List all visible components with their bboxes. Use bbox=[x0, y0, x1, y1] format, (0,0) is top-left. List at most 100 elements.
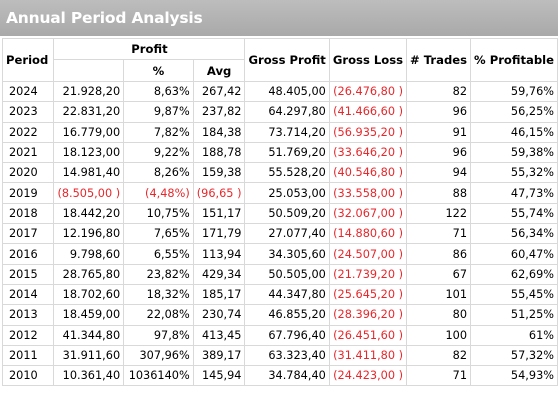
cell-pct-profitable: 61% bbox=[470, 324, 558, 346]
cell-pct: 307,96% bbox=[123, 344, 194, 367]
cell-pct-profitable: 46,15% bbox=[470, 121, 558, 143]
cell-trades: 67 bbox=[406, 263, 472, 285]
cell-gross-loss: (56.935,20 ) bbox=[328, 121, 408, 143]
cell-avg: (96,65 ) bbox=[192, 182, 246, 204]
cell-profit: 12.196,80 bbox=[53, 223, 125, 245]
cell-gross-profit: 27.077,40 bbox=[244, 223, 330, 245]
cell-gross-profit: 34.784,40 bbox=[244, 365, 330, 387]
cell-profit: 28.765,80 bbox=[53, 263, 125, 285]
cell-pct: 23,82% bbox=[123, 263, 194, 285]
annual-period-table: Period Profit Gross Profit Gross Loss # … bbox=[1, 38, 558, 387]
cell-profit: 18.459,00 bbox=[53, 304, 125, 326]
cell-trades: 122 bbox=[406, 202, 472, 225]
cell-pct: 97,8% bbox=[123, 324, 194, 346]
table-row[interactable]: 2011 31.911,60 307,96% 389,17 63.323,40 (31.4… bbox=[1, 344, 558, 367]
cell-pct: 22,08% bbox=[123, 304, 194, 326]
cell-gross-profit: 25.053,00 bbox=[244, 182, 330, 204]
table-row[interactable]: 2023 22.831,20 9,87% 237,82 64.297,80 (41.466… bbox=[1, 101, 558, 123]
table-row[interactable]: 2021 18.123,00 9,22% 188,78 51.769,20 (33.646… bbox=[1, 141, 558, 164]
cell-pct: (4,48%) bbox=[123, 182, 194, 204]
table-row[interactable]: 2014 18.702,60 18,32% 185,17 44.347,80 (25.64… bbox=[1, 283, 558, 306]
cell-pct: 9,22% bbox=[123, 141, 194, 164]
header-profit[interactable] bbox=[53, 59, 125, 82]
cell-gross-loss: (32.067,00 ) bbox=[328, 202, 408, 225]
header-row-bottom: % Avg bbox=[3, 59, 558, 82]
cell-pct: 7,65% bbox=[123, 223, 194, 245]
table-row[interactable]: 2015 28.765,80 23,82% 429,34 50.505,00 (21.73… bbox=[1, 263, 558, 285]
cell-profit: 18.123,00 bbox=[53, 141, 125, 164]
cell-profit: 21.928,20 bbox=[53, 80, 125, 103]
header-profit-group: Profit bbox=[53, 38, 246, 60]
cell-gross-loss: (21.739,20 ) bbox=[328, 263, 408, 285]
cell-pct: 8,63% bbox=[123, 80, 194, 103]
cell-avg: 185,17 bbox=[192, 283, 246, 306]
cell-profit: 9.798,60 bbox=[53, 243, 125, 265]
table-row[interactable]: 2016 9.798,60 6,55% 113,94 34.305,60 (24.507,… bbox=[1, 243, 558, 265]
cell-gross-loss: (33.646,20 ) bbox=[328, 141, 408, 164]
header-trades[interactable]: # Trades bbox=[406, 38, 472, 82]
header-pct-profitable[interactable]: % Profitable bbox=[470, 38, 558, 82]
cell-period: 2011 bbox=[1, 344, 55, 367]
cell-period: 2022 bbox=[1, 121, 55, 143]
cell-period: 2021 bbox=[1, 141, 55, 164]
cell-trades: 80 bbox=[406, 304, 472, 326]
table-row[interactable]: 2017 12.196,80 7,65% 171,79 27.077,40 (14.880… bbox=[1, 223, 558, 245]
table-row[interactable]: 2010 10.361,40 1036140% 145,94 34.784,40 (24.… bbox=[1, 365, 558, 387]
table-row[interactable]: 2013 18.459,00 22,08% 230,74 46.855,20 (28.39… bbox=[1, 304, 558, 326]
table-row[interactable]: 2012 41.344,80 97,8% 413,45 67.796,40 (26.451… bbox=[1, 324, 558, 346]
cell-trades: 88 bbox=[406, 182, 472, 204]
cell-gross-profit: 51.769,20 bbox=[244, 141, 330, 164]
cell-profit: 41.344,80 bbox=[53, 324, 125, 346]
cell-trades: 82 bbox=[406, 80, 472, 103]
cell-trades: 91 bbox=[406, 121, 472, 143]
cell-period: 2019 bbox=[1, 182, 55, 204]
cell-pct: 8,26% bbox=[123, 162, 194, 184]
cell-pct: 7,82% bbox=[123, 121, 194, 143]
cell-pct-profitable: 54,93% bbox=[470, 365, 558, 387]
cell-pct-profitable: 60,47% bbox=[470, 243, 558, 265]
cell-gross-profit: 63.323,40 bbox=[244, 344, 330, 367]
header-avg[interactable]: Avg bbox=[192, 59, 246, 82]
cell-period: 2012 bbox=[1, 324, 55, 346]
cell-gross-loss: (28.396,20 ) bbox=[328, 304, 408, 326]
cell-gross-profit: 48.405,00 bbox=[244, 80, 330, 103]
header-gross-loss[interactable]: Gross Loss bbox=[328, 38, 408, 82]
cell-profit: 14.981,40 bbox=[53, 162, 125, 184]
header-row-top: Period Profit Gross Profit Gross Loss # … bbox=[1, 38, 558, 82]
cell-gross-profit: 55.528,20 bbox=[244, 162, 330, 184]
cell-gross-loss: (31.411,80 ) bbox=[328, 344, 408, 367]
cell-avg: 184,38 bbox=[192, 121, 246, 143]
cell-pct-profitable: 51,25% bbox=[470, 304, 558, 326]
table-row[interactable]: 2019 (8.505,00 ) (4,48%) (96,65 ) 25.053,00(… bbox=[1, 182, 558, 204]
cell-gross-profit: 50.505,00 bbox=[244, 263, 330, 285]
cell-period: 2015 bbox=[1, 263, 55, 285]
cell-gross-loss: (24.507,00 ) bbox=[328, 243, 408, 265]
header-gross-profit[interactable]: Gross Profit bbox=[244, 38, 330, 82]
cell-avg: 429,34 bbox=[192, 263, 246, 285]
cell-trades: 96 bbox=[406, 101, 472, 123]
cell-period: 2023 bbox=[1, 101, 55, 123]
cell-gross-loss: (25.645,20 ) bbox=[328, 283, 408, 306]
cell-trades: 100 bbox=[406, 324, 472, 346]
table-row[interactable]: 2020 14.981,40 8,26% 159,38 55.528,20 (40.546… bbox=[1, 162, 558, 184]
cell-period: 2024 bbox=[1, 80, 55, 103]
cell-trades: 71 bbox=[406, 365, 472, 387]
header-pct[interactable]: % bbox=[123, 59, 194, 82]
cell-profit: 22.831,20 bbox=[53, 101, 125, 123]
cell-pct: 18,32% bbox=[123, 283, 194, 306]
cell-gross-loss: (33.558,00 ) bbox=[328, 182, 408, 204]
cell-gross-profit: 50.509,20 bbox=[244, 202, 330, 225]
cell-profit: 16.779,00 bbox=[53, 121, 125, 143]
cell-gross-profit: 67.796,40 bbox=[244, 324, 330, 346]
table-row[interactable]: 2024 21.928,20 8,63% 267,42 48.405,00 (26.476… bbox=[1, 80, 558, 103]
cell-gross-profit: 44.347,80 bbox=[244, 283, 330, 306]
cell-gross-loss: (26.451,60 ) bbox=[328, 324, 408, 346]
cell-profit: 10.361,40 bbox=[53, 365, 125, 387]
table-row[interactable]: 2022 16.779,00 7,82% 184,38 73.714,20 (56.935… bbox=[1, 121, 558, 143]
table-row[interactable]: 2018 18.442,20 10,75% 151,17 50.509,20 (32.06… bbox=[1, 202, 558, 225]
header-period[interactable]: Period bbox=[1, 38, 55, 82]
cell-period: 2013 bbox=[1, 304, 55, 326]
cell-avg: 159,38 bbox=[192, 162, 246, 184]
cell-avg: 389,17 bbox=[192, 344, 246, 367]
cell-period: 2018 bbox=[1, 202, 55, 225]
